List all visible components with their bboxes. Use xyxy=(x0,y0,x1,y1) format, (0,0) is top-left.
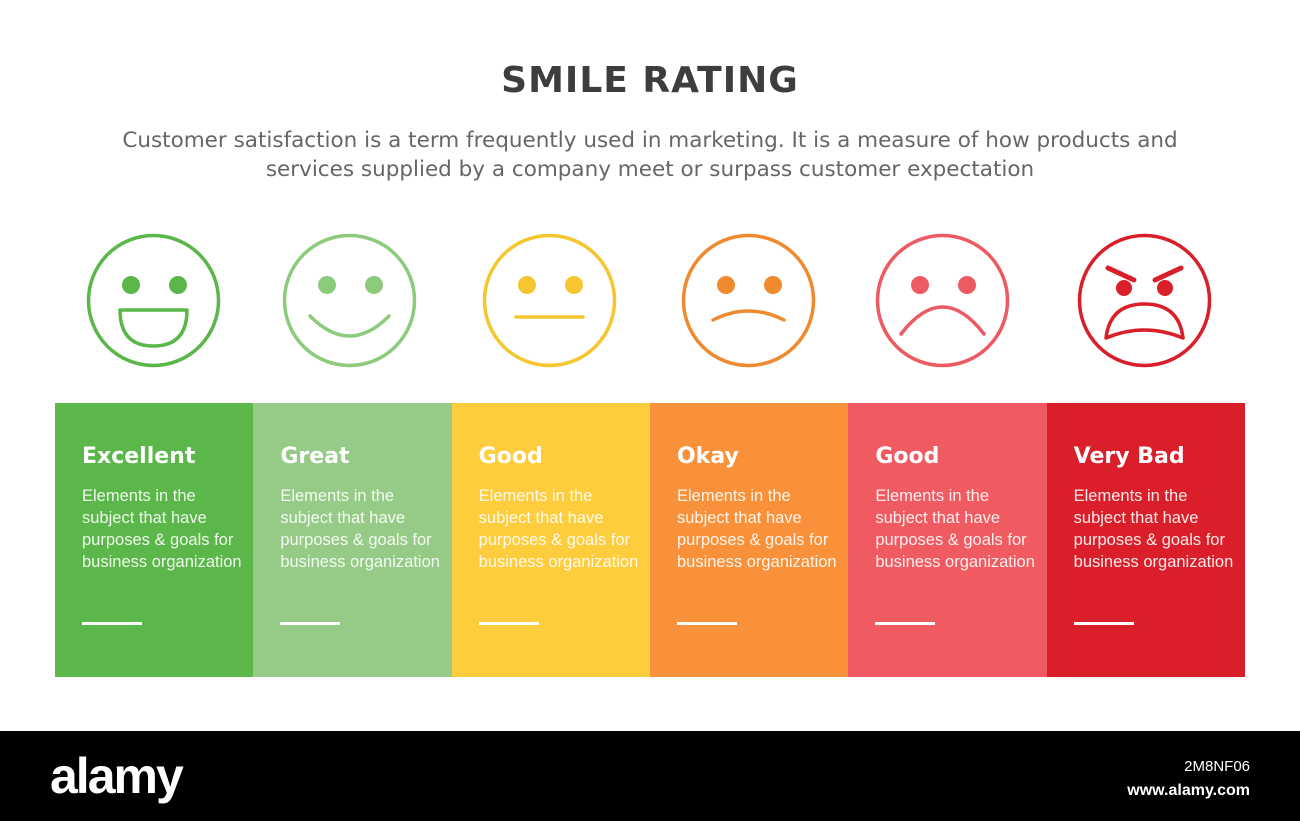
smiling-face-icon xyxy=(277,228,422,373)
faces-row xyxy=(0,228,1300,373)
rating-card-title: Good xyxy=(478,444,543,469)
rating-card-title: Great xyxy=(280,444,350,469)
page-title: SMILE RATING xyxy=(501,60,799,101)
rating-card-good: Good Elements in the subject that have p… xyxy=(451,403,650,677)
rating-card-text: Elements in the subject that have purpos… xyxy=(875,487,1035,571)
card-divider xyxy=(280,622,341,625)
card-divider xyxy=(875,622,936,625)
image-info: 2M8NF06 www.alamy.com xyxy=(1127,755,1250,803)
rating-card-good-sad: Good Elements in the subject that have p… xyxy=(848,403,1047,677)
laughing-face-icon xyxy=(81,228,226,373)
image-id: 2M8NF06 xyxy=(1184,758,1250,775)
card-divider xyxy=(82,622,142,625)
rating-cards: Excellent Elements in the subject that h… xyxy=(55,403,1245,677)
site-url: www.alamy.com xyxy=(1127,782,1250,799)
rating-card-excellent: Excellent Elements in the subject that h… xyxy=(55,403,254,677)
card-divider xyxy=(478,622,539,625)
rating-card-text: Elements in the subject that have purpos… xyxy=(280,487,440,571)
frowning-face-icon xyxy=(870,228,1015,373)
rating-card-great: Great Elements in the subject that have … xyxy=(253,403,452,677)
slightly-frowning-face-icon xyxy=(676,228,821,373)
watermark-footer: alamy 2M8NF06 www.alamy.com xyxy=(0,731,1300,821)
alamy-logo: alamy xyxy=(50,748,184,804)
rating-card-very-bad: Very Bad Elements in the subject that ha… xyxy=(1046,403,1245,677)
rating-card-text: Elements in the subject that have purpos… xyxy=(676,487,837,571)
rating-card-text: Elements in the subject that have purpos… xyxy=(478,487,639,571)
page-subtitle: Customer satisfaction is a term frequent… xyxy=(122,128,1178,182)
card-divider xyxy=(1073,622,1134,625)
neutral-face-icon xyxy=(477,228,622,373)
rating-card-title: Excellent xyxy=(82,444,196,469)
rating-card-title: Very Bad xyxy=(1073,444,1185,469)
rating-card-title: Okay xyxy=(676,444,739,469)
rating-card-text: Elements in the subject that have purpos… xyxy=(1073,487,1234,571)
rating-card-okay: Okay Elements in the subject that have p… xyxy=(649,403,849,677)
card-divider xyxy=(676,622,737,625)
rating-card-text: Elements in the subject that have purpos… xyxy=(82,487,242,571)
rating-card-title: Good xyxy=(875,444,940,469)
angry-face-icon xyxy=(1072,228,1217,373)
